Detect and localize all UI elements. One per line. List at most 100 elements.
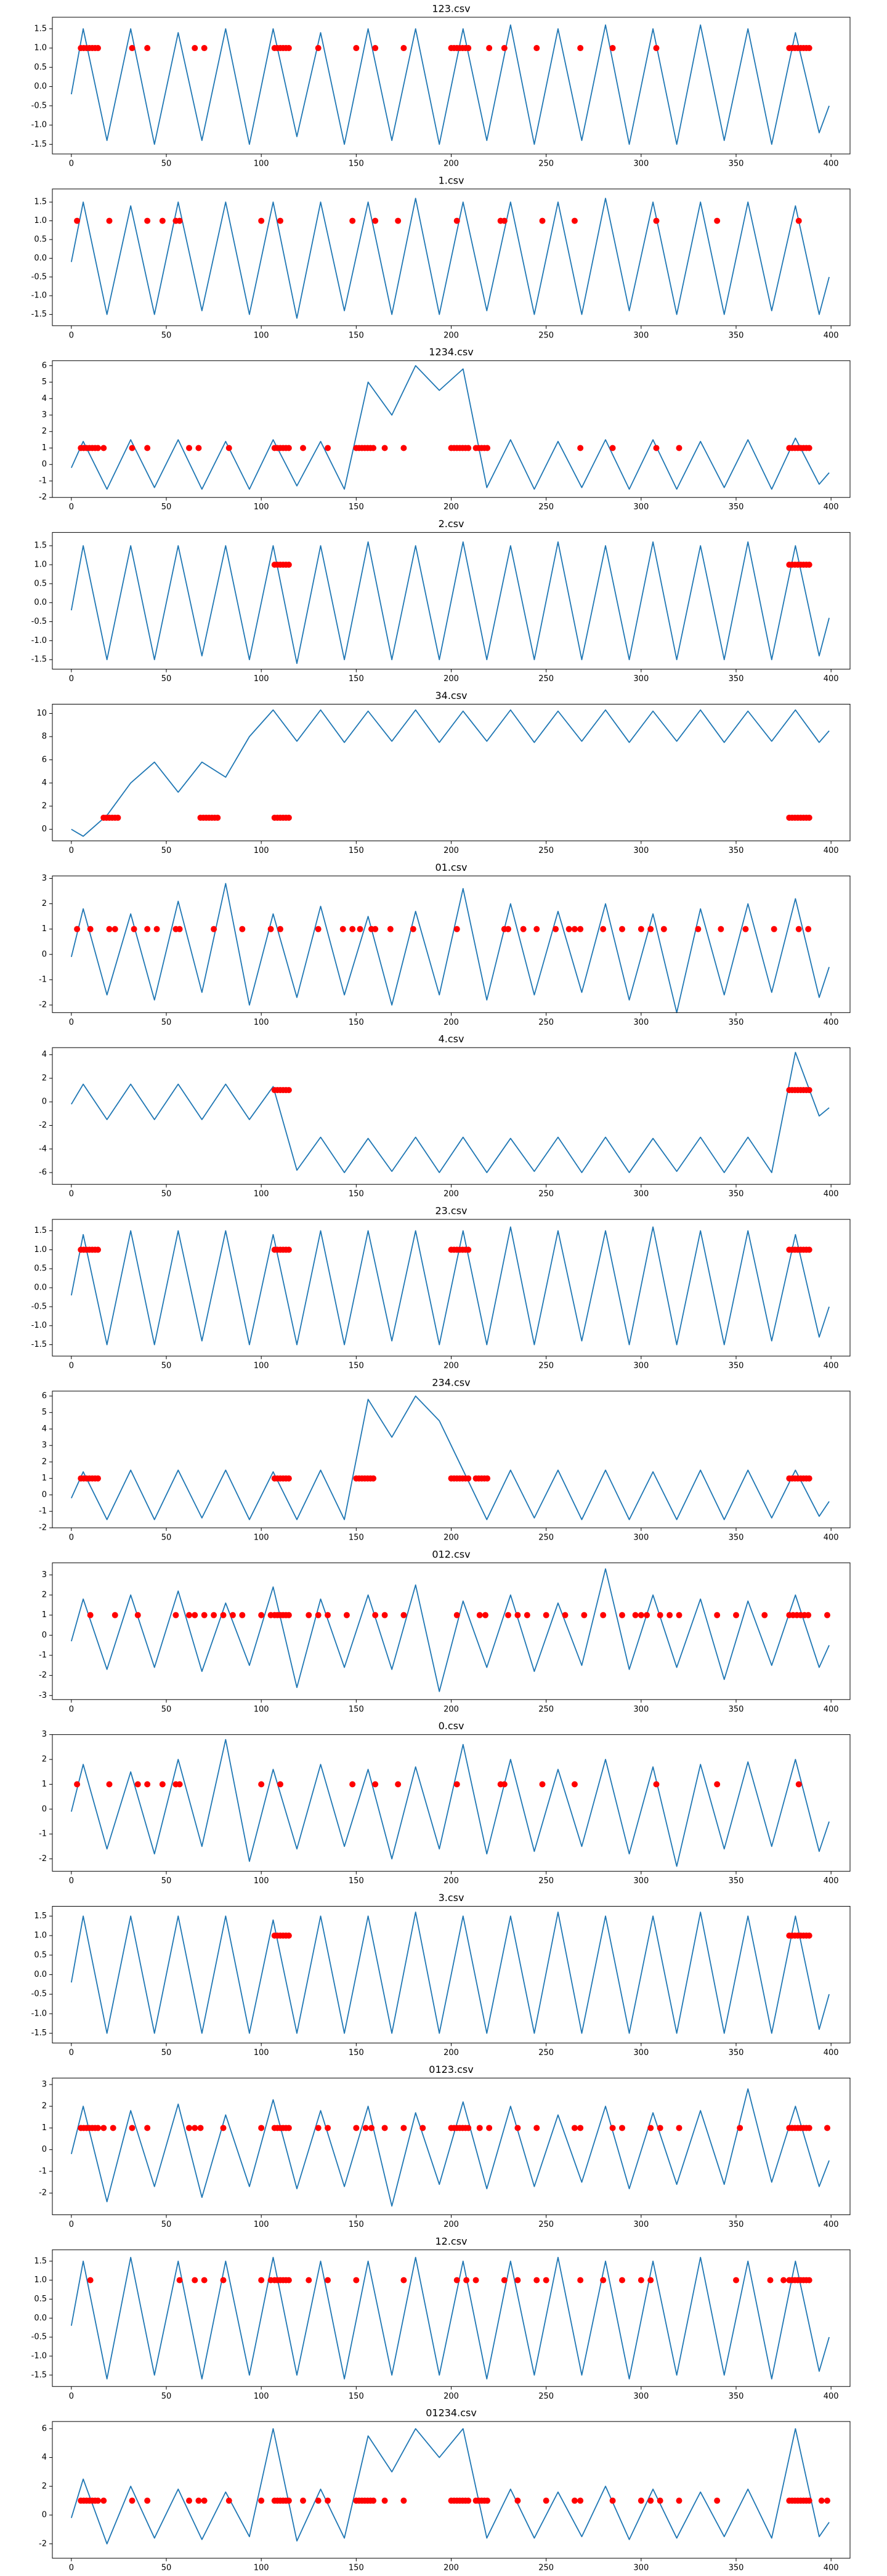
scatter-point: [695, 926, 702, 932]
scatter-point: [806, 45, 812, 52]
scatter-point: [129, 2125, 136, 2131]
x-tick-label: 100: [254, 331, 269, 340]
scatter-point: [315, 45, 322, 52]
x-tick-label: 0: [69, 2048, 74, 2057]
scatter-point: [806, 445, 812, 451]
scatter-point: [306, 2277, 312, 2283]
x-tick-label: 50: [161, 1362, 172, 1371]
y-tick-label: 1: [42, 1610, 47, 1620]
scatter-point: [600, 2277, 607, 2283]
scatter-point: [600, 1612, 607, 1618]
y-tick-label: 1.5: [34, 198, 47, 207]
x-tick-label: 100: [254, 846, 269, 855]
scatter-point: [465, 2497, 472, 2504]
y-tick-label: 0.5: [34, 2295, 47, 2304]
scatter-point: [806, 1932, 812, 1939]
y-tick-label: 4: [42, 1424, 47, 1434]
scatter-point: [372, 1781, 379, 1788]
y-tick-label: -2: [39, 1854, 47, 1863]
y-tick-label: -0.5: [31, 1302, 47, 1311]
data-line: [71, 1051, 830, 1173]
scatter-point: [129, 2497, 136, 2504]
x-tick-label: 250: [538, 2048, 554, 2057]
chart-title: 34.csv: [435, 690, 467, 701]
x-tick-label: 300: [633, 2392, 649, 2401]
y-tick-label: -1.5: [31, 1340, 47, 1349]
scatter-point: [818, 2497, 825, 2504]
scatter-point: [806, 562, 812, 568]
chart-title: 2.csv: [439, 518, 464, 530]
scatter-point: [514, 2125, 521, 2131]
x-tick-label: 300: [633, 503, 649, 512]
scatter-point: [609, 2497, 616, 2504]
scatter-point: [100, 445, 107, 451]
scatter-point: [780, 2277, 787, 2283]
scatter-point: [571, 1781, 578, 1788]
x-tick-label: 250: [538, 2220, 554, 2229]
scatter-point: [453, 2277, 460, 2283]
y-tick-label: 1.0: [34, 2275, 47, 2285]
scatter-point: [349, 1781, 356, 1788]
x-tick-label: 250: [538, 331, 554, 340]
scatter-point: [400, 445, 407, 451]
scatter-point: [176, 926, 183, 932]
y-tick-label: 1.5: [34, 1226, 47, 1235]
scatter-point: [465, 1246, 472, 1253]
y-tick-label: -1.5: [31, 2370, 47, 2380]
plot-frame: [52, 703, 851, 841]
x-tick-label: 0: [69, 846, 74, 855]
x-tick-label: 100: [254, 1018, 269, 1027]
y-tick-label: 0.0: [34, 598, 47, 607]
scatter-point: [400, 2125, 407, 2131]
scatter-point: [571, 2125, 578, 2131]
x-tick-label: 350: [729, 1533, 744, 1542]
x-tick-label: 300: [633, 1876, 649, 1886]
scatter-point: [714, 1781, 721, 1788]
y-tick-label: 2: [42, 1591, 47, 1600]
y-tick-label: -0.5: [31, 2333, 47, 2342]
scatter-point: [153, 926, 160, 932]
scatter-point: [577, 2497, 584, 2504]
scatter-point: [325, 2277, 331, 2283]
scatter-point: [505, 926, 511, 932]
scatter-point: [115, 814, 121, 821]
scatter-point: [533, 926, 540, 932]
scatter-point: [106, 926, 113, 932]
scatter-point: [524, 1612, 530, 1618]
scatter-point: [285, 562, 292, 568]
scatter-point: [315, 2497, 322, 2504]
y-tick-label: 0: [42, 460, 47, 469]
y-tick-label: 2: [42, 2482, 47, 2491]
y-tick-label: 0.0: [34, 1283, 47, 1293]
x-tick-label: 200: [444, 2564, 459, 2573]
scatter-point: [562, 1612, 569, 1618]
scatter-point: [258, 1781, 265, 1788]
y-tick-label: -1.0: [31, 2009, 47, 2018]
scatter-point: [714, 217, 721, 224]
scatter-point: [767, 2277, 774, 2283]
scatter-point: [353, 2277, 360, 2283]
y-tick-label: 2: [42, 802, 47, 811]
x-tick-label: 50: [161, 1533, 172, 1542]
y-tick-label: -1: [39, 1650, 47, 1660]
x-tick-label: 150: [349, 674, 364, 684]
scatter-point: [159, 1781, 166, 1788]
y-tick-label: 3: [42, 410, 47, 419]
y-tick-label: -0.5: [31, 617, 47, 626]
y-tick-label: 5: [42, 1408, 47, 1417]
x-tick-label: 150: [349, 2564, 364, 2573]
plot-frame: [52, 1734, 851, 1872]
y-tick-label: -0.5: [31, 1990, 47, 1999]
y-tick-label: 0.5: [34, 1264, 47, 1274]
scatter-point: [465, 445, 472, 451]
scatter-point: [285, 1475, 292, 1482]
x-tick-label: 150: [349, 2220, 364, 2229]
x-tick-label: 400: [824, 2564, 839, 2573]
y-tick-label: -1: [39, 476, 47, 485]
y-tick-label: -2: [39, 1001, 47, 1010]
x-tick-label: 400: [824, 331, 839, 340]
scatter-point: [197, 2125, 204, 2131]
scatter-point: [676, 2497, 682, 2504]
scatter-point: [553, 926, 559, 932]
